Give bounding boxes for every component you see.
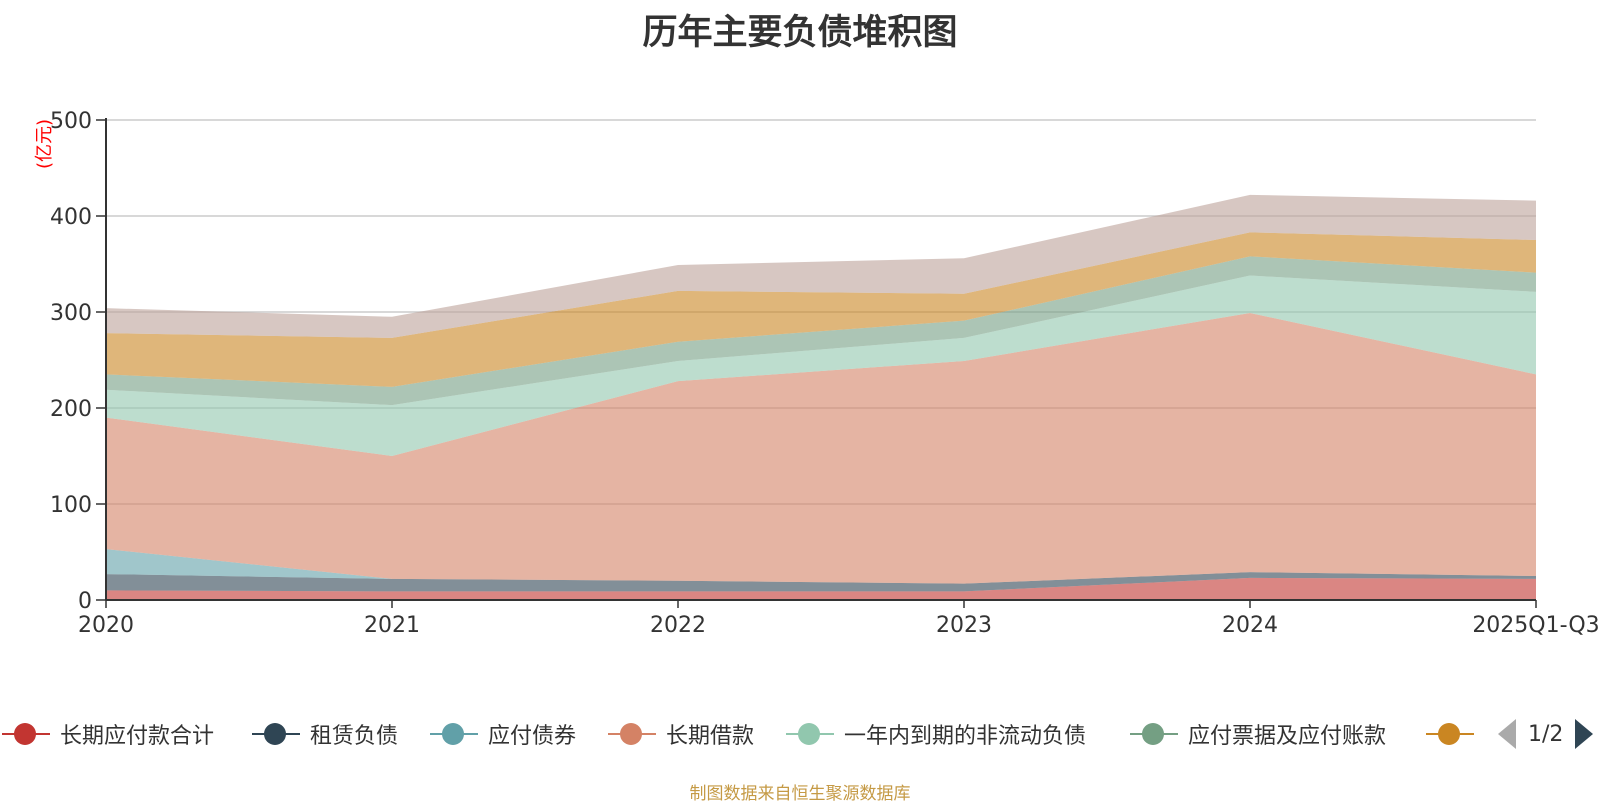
- legend-item[interactable]: 应付票据及应付账款: [1128, 716, 1386, 752]
- legend-marker-icon: [250, 716, 302, 752]
- y-tick-label: 0: [78, 589, 92, 614]
- legend-marker-icon: [1424, 716, 1476, 752]
- x-tick-label: 2022: [650, 613, 706, 638]
- legend-pager: 1/2: [1498, 716, 1594, 752]
- legend-label: 应付票据及应付账款: [1188, 724, 1387, 749]
- legend-label: 租赁负债: [310, 724, 399, 749]
- area-series-7[interactable]: [106, 232, 1536, 387]
- area-series: [106, 194, 1536, 600]
- y-tick-label: 400: [50, 205, 92, 230]
- y-tick-label: 100: [50, 493, 92, 518]
- y-tick-label: 500: [50, 109, 92, 134]
- legend-label: 一年内到期的非流动负债: [844, 724, 1087, 749]
- y-tick-label: 200: [50, 397, 92, 422]
- area-series-6[interactable]: [106, 256, 1536, 406]
- legend-label: 长期借款: [666, 724, 755, 749]
- triangle-right-icon[interactable]: [1575, 719, 1594, 749]
- legend-page-indicator: 1/2: [1528, 721, 1564, 747]
- legend-marker-icon: [606, 716, 658, 752]
- x-tick-label: 2020: [78, 613, 134, 638]
- chart-title: 历年主要负债堆积图: [642, 13, 958, 53]
- legend-label: 应付债券: [488, 724, 577, 749]
- axes: 0 100 200 300 400 500 2020 2021 2022 2023 2024 2025…: [50, 109, 1600, 638]
- legend-marker-icon: [428, 716, 480, 752]
- y-axis-unit-label: (亿元): [34, 119, 55, 169]
- area-series-2[interactable]: [106, 572, 1536, 592]
- x-tick-label: 2021: [364, 613, 420, 638]
- legend-marker-icon: [784, 716, 836, 752]
- legend-item[interactable]: 应付债券: [428, 716, 576, 752]
- triangle-left-icon[interactable]: [1498, 719, 1516, 749]
- legend-marker-icon: [1128, 716, 1180, 752]
- legend-item[interactable]: 长期应付款合计: [0, 716, 214, 752]
- area-series-4[interactable]: [106, 312, 1536, 584]
- legend-item[interactable]: 租赁负债: [250, 716, 398, 752]
- y-tick-label: 300: [50, 301, 92, 326]
- legend-item[interactable]: [1424, 716, 1476, 752]
- stacked-area-chart: 0 100 200 300 400 500 2020 2021 2022 2023 2024 2025…: [34, 109, 1600, 638]
- area-series-5[interactable]: [106, 275, 1536, 456]
- source-note: 制图数据来自恒生聚源数据库: [689, 784, 911, 804]
- x-tick-label: 2023: [936, 613, 992, 638]
- area-series-8[interactable]: [106, 194, 1536, 338]
- legend-item[interactable]: 一年内到期的非流动负债: [784, 716, 1086, 752]
- legend-item[interactable]: 长期借款: [606, 716, 754, 752]
- x-tick-label: 2024: [1222, 613, 1278, 638]
- legend: 1/2 长期应付款合计 租赁负债 应付债券 长期借款 一年内到期的非流动负债 应付票据及应…: [0, 716, 1600, 752]
- legend-marker-icon: [0, 716, 52, 752]
- x-tick-label: 2025Q1-Q3: [1472, 613, 1599, 638]
- area-series-1[interactable]: [106, 577, 1536, 600]
- legend-label: 长期应付款合计: [60, 724, 215, 749]
